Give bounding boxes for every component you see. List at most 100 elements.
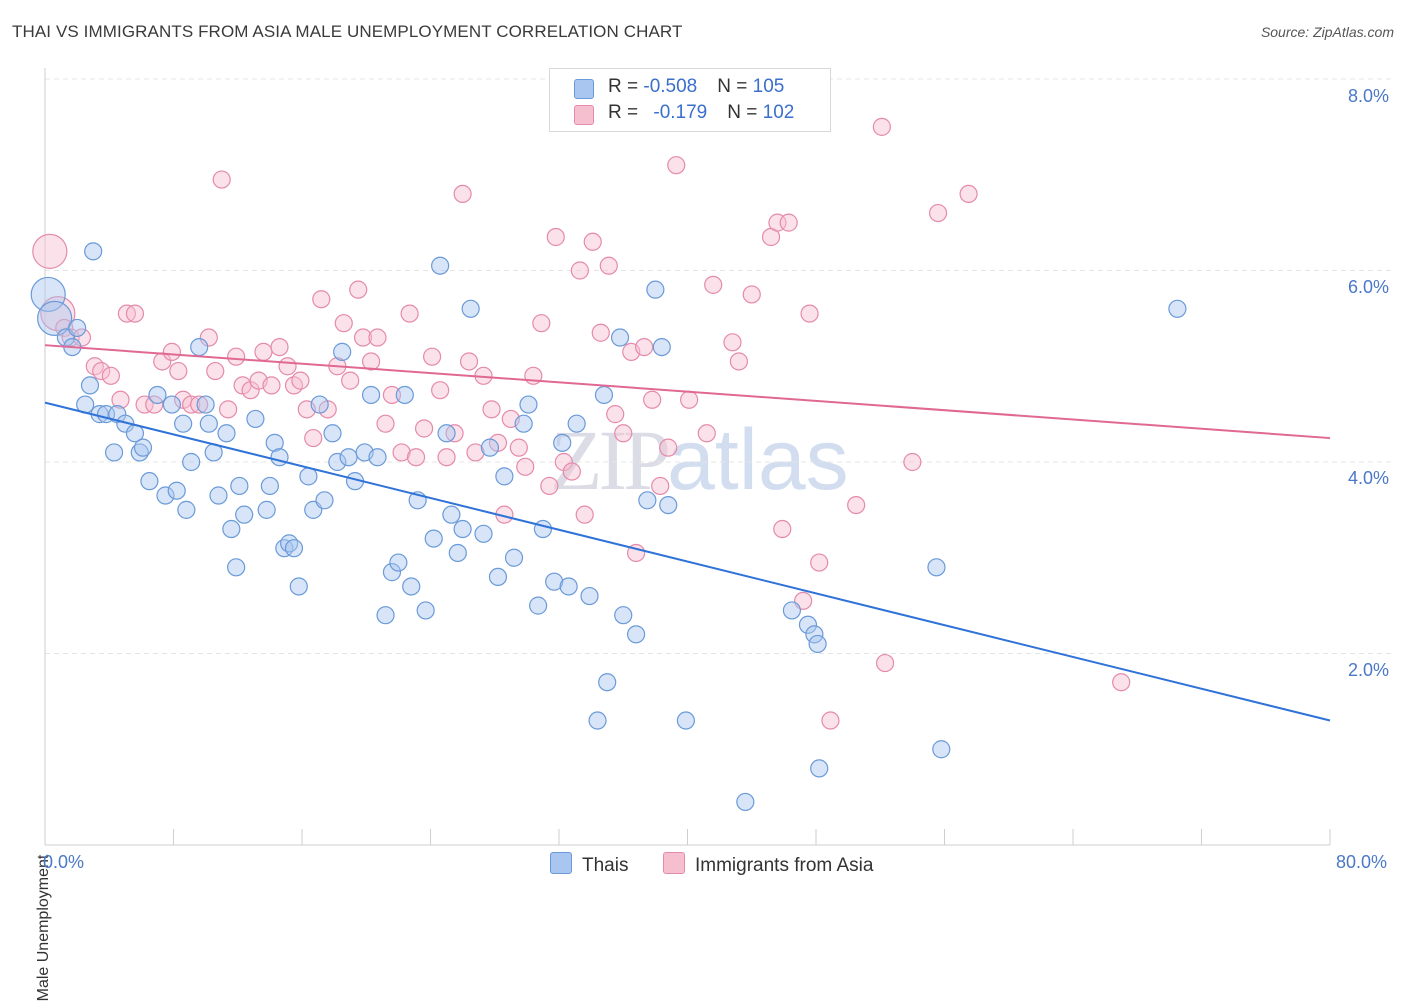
data-point xyxy=(659,438,678,457)
scatter-plot xyxy=(30,68,1392,846)
data-point xyxy=(810,553,829,572)
data-point xyxy=(431,256,450,275)
bottom-legend-swatch-thais xyxy=(550,852,572,874)
data-point xyxy=(437,448,456,467)
r-value-thais: -0.508 xyxy=(643,76,698,97)
data-point xyxy=(257,500,276,519)
data-point xyxy=(212,170,231,189)
data-point xyxy=(800,304,819,323)
data-point xyxy=(84,242,103,261)
data-point xyxy=(254,342,273,361)
data-point xyxy=(529,596,548,615)
data-point xyxy=(533,519,553,539)
bottom-legend-label: Thais xyxy=(582,855,629,876)
data-point xyxy=(37,300,73,336)
data-point xyxy=(514,414,533,433)
data-point xyxy=(431,381,450,400)
data-point xyxy=(260,476,279,496)
grid-lines xyxy=(45,78,1392,654)
data-point xyxy=(847,495,866,515)
data-point xyxy=(382,385,402,405)
chart-title: THAI VS IMMIGRANTS FROM ASIA MALE UNEMPL… xyxy=(12,22,683,41)
data-point xyxy=(723,333,742,352)
data-point xyxy=(395,385,414,405)
data-point xyxy=(190,395,209,414)
data-point xyxy=(341,371,360,390)
data-point xyxy=(651,476,670,496)
legend-text: R = -0.508 N = 105 xyxy=(608,76,785,97)
data-point xyxy=(199,328,218,347)
legend-swatch-thais xyxy=(574,79,594,99)
data-point xyxy=(72,328,92,347)
y-tick-label: 8.0% xyxy=(1348,86,1390,106)
data-point xyxy=(646,280,665,299)
data-point xyxy=(145,395,164,414)
data-point xyxy=(339,448,358,467)
data-point xyxy=(742,285,761,304)
trend-line-immigrants xyxy=(44,344,1331,440)
data-point xyxy=(437,424,456,443)
data-point xyxy=(583,232,602,251)
data-point xyxy=(182,452,201,472)
data-point xyxy=(400,304,419,323)
data-point xyxy=(323,424,342,443)
data-point xyxy=(333,342,352,361)
data-point xyxy=(361,352,381,371)
data-point xyxy=(156,486,175,505)
data-point xyxy=(599,256,618,275)
data-point xyxy=(540,476,559,496)
data-point xyxy=(570,261,589,280)
series-immigrants-from-asia xyxy=(32,117,1131,730)
data-point xyxy=(504,548,524,567)
y-tick-label: 2.0% xyxy=(1348,660,1390,680)
data-point xyxy=(414,419,434,438)
data-point xyxy=(423,347,442,366)
data-point xyxy=(315,491,334,510)
data-point xyxy=(676,711,695,730)
data-point xyxy=(729,352,749,371)
data-point xyxy=(545,572,564,591)
data-point xyxy=(219,400,238,419)
data-point xyxy=(40,295,76,332)
data-point xyxy=(162,395,181,414)
correlation-legend: R = -0.508 N = 105 R = -0.179 N = 102 xyxy=(549,68,831,132)
data-point xyxy=(1168,299,1187,318)
y-tick-label: 6.0% xyxy=(1348,277,1390,297)
data-point xyxy=(482,400,501,419)
data-point xyxy=(567,414,586,433)
data-point xyxy=(872,117,891,136)
data-point xyxy=(190,338,209,357)
data-point xyxy=(284,539,304,558)
data-point xyxy=(30,276,66,313)
data-point xyxy=(667,156,686,175)
data-point xyxy=(532,314,551,333)
data-point xyxy=(697,424,716,443)
data-point xyxy=(135,395,154,414)
data-point xyxy=(382,563,402,582)
data-point xyxy=(808,634,827,654)
data-point xyxy=(80,376,100,395)
data-point xyxy=(466,443,485,462)
data-point xyxy=(927,558,946,577)
data-point xyxy=(227,558,246,577)
data-point xyxy=(416,601,435,620)
data-point xyxy=(304,428,323,448)
data-point xyxy=(932,740,951,759)
bottom-legend-label: Immigrants from Asia xyxy=(695,855,874,876)
data-point xyxy=(368,448,387,467)
data-point xyxy=(265,433,284,452)
data-point xyxy=(167,481,186,500)
data-point xyxy=(562,462,581,481)
data-point xyxy=(291,371,310,390)
data-point xyxy=(480,438,500,457)
data-point xyxy=(392,443,411,462)
data-point xyxy=(209,486,228,505)
data-point xyxy=(559,577,578,596)
data-point xyxy=(402,577,421,596)
data-point xyxy=(680,390,699,409)
data-point xyxy=(92,361,111,381)
data-point xyxy=(68,318,87,338)
data-point xyxy=(453,184,472,203)
legend-swatch-immigrants xyxy=(574,105,594,125)
data-point xyxy=(376,414,395,433)
